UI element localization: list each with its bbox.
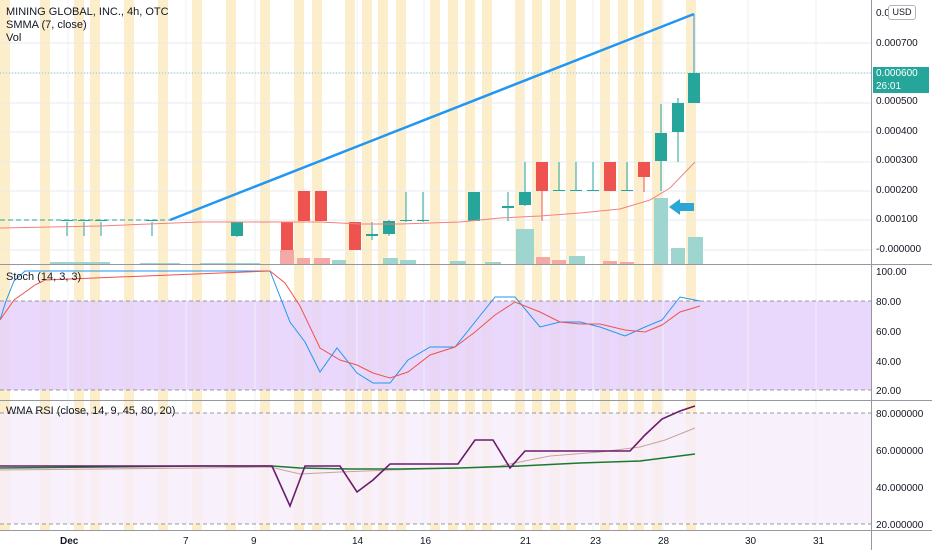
smma-line — [0, 161, 696, 229]
volume-bar — [400, 260, 416, 264]
volume-bar — [50, 262, 110, 264]
candle-body — [536, 162, 548, 191]
candle-body — [587, 190, 599, 191]
time-axis-label: 23 — [590, 536, 602, 547]
candle-body — [502, 206, 514, 208]
volume-bar — [383, 258, 398, 264]
time-axis-label: 30 — [745, 536, 757, 547]
candle-body — [417, 220, 429, 221]
smma-legend[interactable]: SMMA (7, close) — [6, 19, 87, 31]
volume-bar — [280, 250, 294, 264]
candle-body — [349, 222, 361, 250]
stoch-axis-label: 20.00 — [876, 386, 901, 397]
stoch-band-fill — [0, 301, 871, 390]
last-price-tag: 0.000600 — [873, 67, 929, 80]
volume-bar — [654, 198, 668, 264]
volume-bar — [688, 237, 703, 264]
stoch-axis-label: 40.00 — [876, 357, 901, 368]
candle-body — [281, 222, 293, 250]
stoch-legend[interactable]: Stoch (14, 3, 3) — [6, 271, 82, 283]
legend: MINING GLOBAL, INC., 4h, OTC SMMA (7, cl… — [6, 6, 169, 45]
candle-body — [672, 103, 684, 132]
time-axis-label: 9 — [251, 536, 257, 547]
stoch-k-line — [0, 270, 701, 384]
time-axis-label: Dec — [60, 536, 79, 547]
candle-body — [383, 221, 395, 234]
time-axis-label: 28 — [658, 536, 670, 547]
time-axis[interactable]: Dec 7 9 14 16 21 23 28 30 31 — [60, 536, 825, 547]
symbol-title[interactable]: MINING GLOBAL, INC., 4h, OTC — [6, 6, 169, 18]
stoch-axis-label: 60.00 — [876, 327, 901, 338]
volume-bar — [620, 262, 634, 264]
stoch-axis-label: 100.00 — [876, 267, 907, 278]
candle-body — [655, 133, 667, 161]
price-axis-label: 0.000700 — [876, 38, 918, 49]
price-axis-label: 0.0 — [876, 8, 890, 19]
candle-body — [298, 191, 310, 221]
price-axis-label: 0.000300 — [876, 155, 918, 166]
volume-bar — [314, 258, 330, 264]
volume-bar — [140, 263, 180, 264]
price-axis-label: 0.000100 — [876, 214, 918, 225]
candle-body — [366, 234, 378, 236]
candle-body — [519, 192, 531, 205]
candle-body — [688, 73, 700, 103]
volume-bar — [200, 263, 260, 264]
candle-body — [621, 190, 633, 191]
time-axis-label: 7 — [183, 536, 189, 547]
rsi-axis-label: 20.000000 — [876, 520, 924, 531]
candle-body — [231, 222, 243, 236]
stoch-d-line — [0, 270, 701, 379]
rsi-axis-label: 60.000000 — [876, 446, 924, 457]
candle-body — [400, 220, 412, 221]
currency-button[interactable]: USD — [888, 5, 916, 20]
volume-bar — [516, 229, 534, 264]
rsi-line — [0, 405, 696, 509]
candle-body — [553, 190, 565, 191]
volume-bar — [671, 248, 685, 264]
candlesticks — [61, 73, 700, 250]
candle-body — [468, 192, 480, 221]
volume-bar — [603, 261, 617, 264]
volume-bar — [569, 256, 585, 264]
volume-bar — [552, 260, 566, 264]
time-axis-label: 14 — [352, 536, 364, 547]
candle-body — [570, 190, 582, 191]
stoch-axis-label: 80.00 — [876, 297, 901, 308]
time-axis-label: 31 — [813, 536, 825, 547]
price-axis-label: 0.000500 — [876, 96, 918, 107]
vol-legend[interactable]: Vol — [6, 32, 22, 44]
countdown-tag: 26:01 — [873, 80, 929, 93]
axis-labels: 0.000700 0.000500 0.000400 0.000300 0.000200… — [876, 8, 924, 531]
rsi-legend[interactable]: WMA RSI (close, 14, 9, 45, 80, 20) — [6, 405, 176, 417]
arrow-left-icon[interactable] — [669, 199, 694, 215]
price-axis-label: -0.000000 — [876, 244, 921, 255]
volume-bar — [536, 257, 550, 264]
volume-bar — [485, 262, 501, 264]
volume-bars — [50, 198, 703, 264]
volume-bar — [297, 258, 310, 264]
time-axis-label: 21 — [520, 536, 532, 547]
time-axis-label: 16 — [420, 536, 432, 547]
candle-body — [315, 191, 327, 221]
candle-body — [604, 162, 616, 191]
rsi-axis-label: 80.000000 — [876, 409, 924, 420]
candle-body — [638, 162, 650, 177]
volume-bar — [332, 260, 346, 264]
volume-bar — [450, 261, 466, 264]
rsi-axis-label: 40.000000 — [876, 483, 924, 494]
price-axis-label: 0.000200 — [876, 185, 918, 196]
trend-line[interactable] — [169, 12, 695, 222]
price-axis-label: 0.000400 — [876, 126, 918, 137]
